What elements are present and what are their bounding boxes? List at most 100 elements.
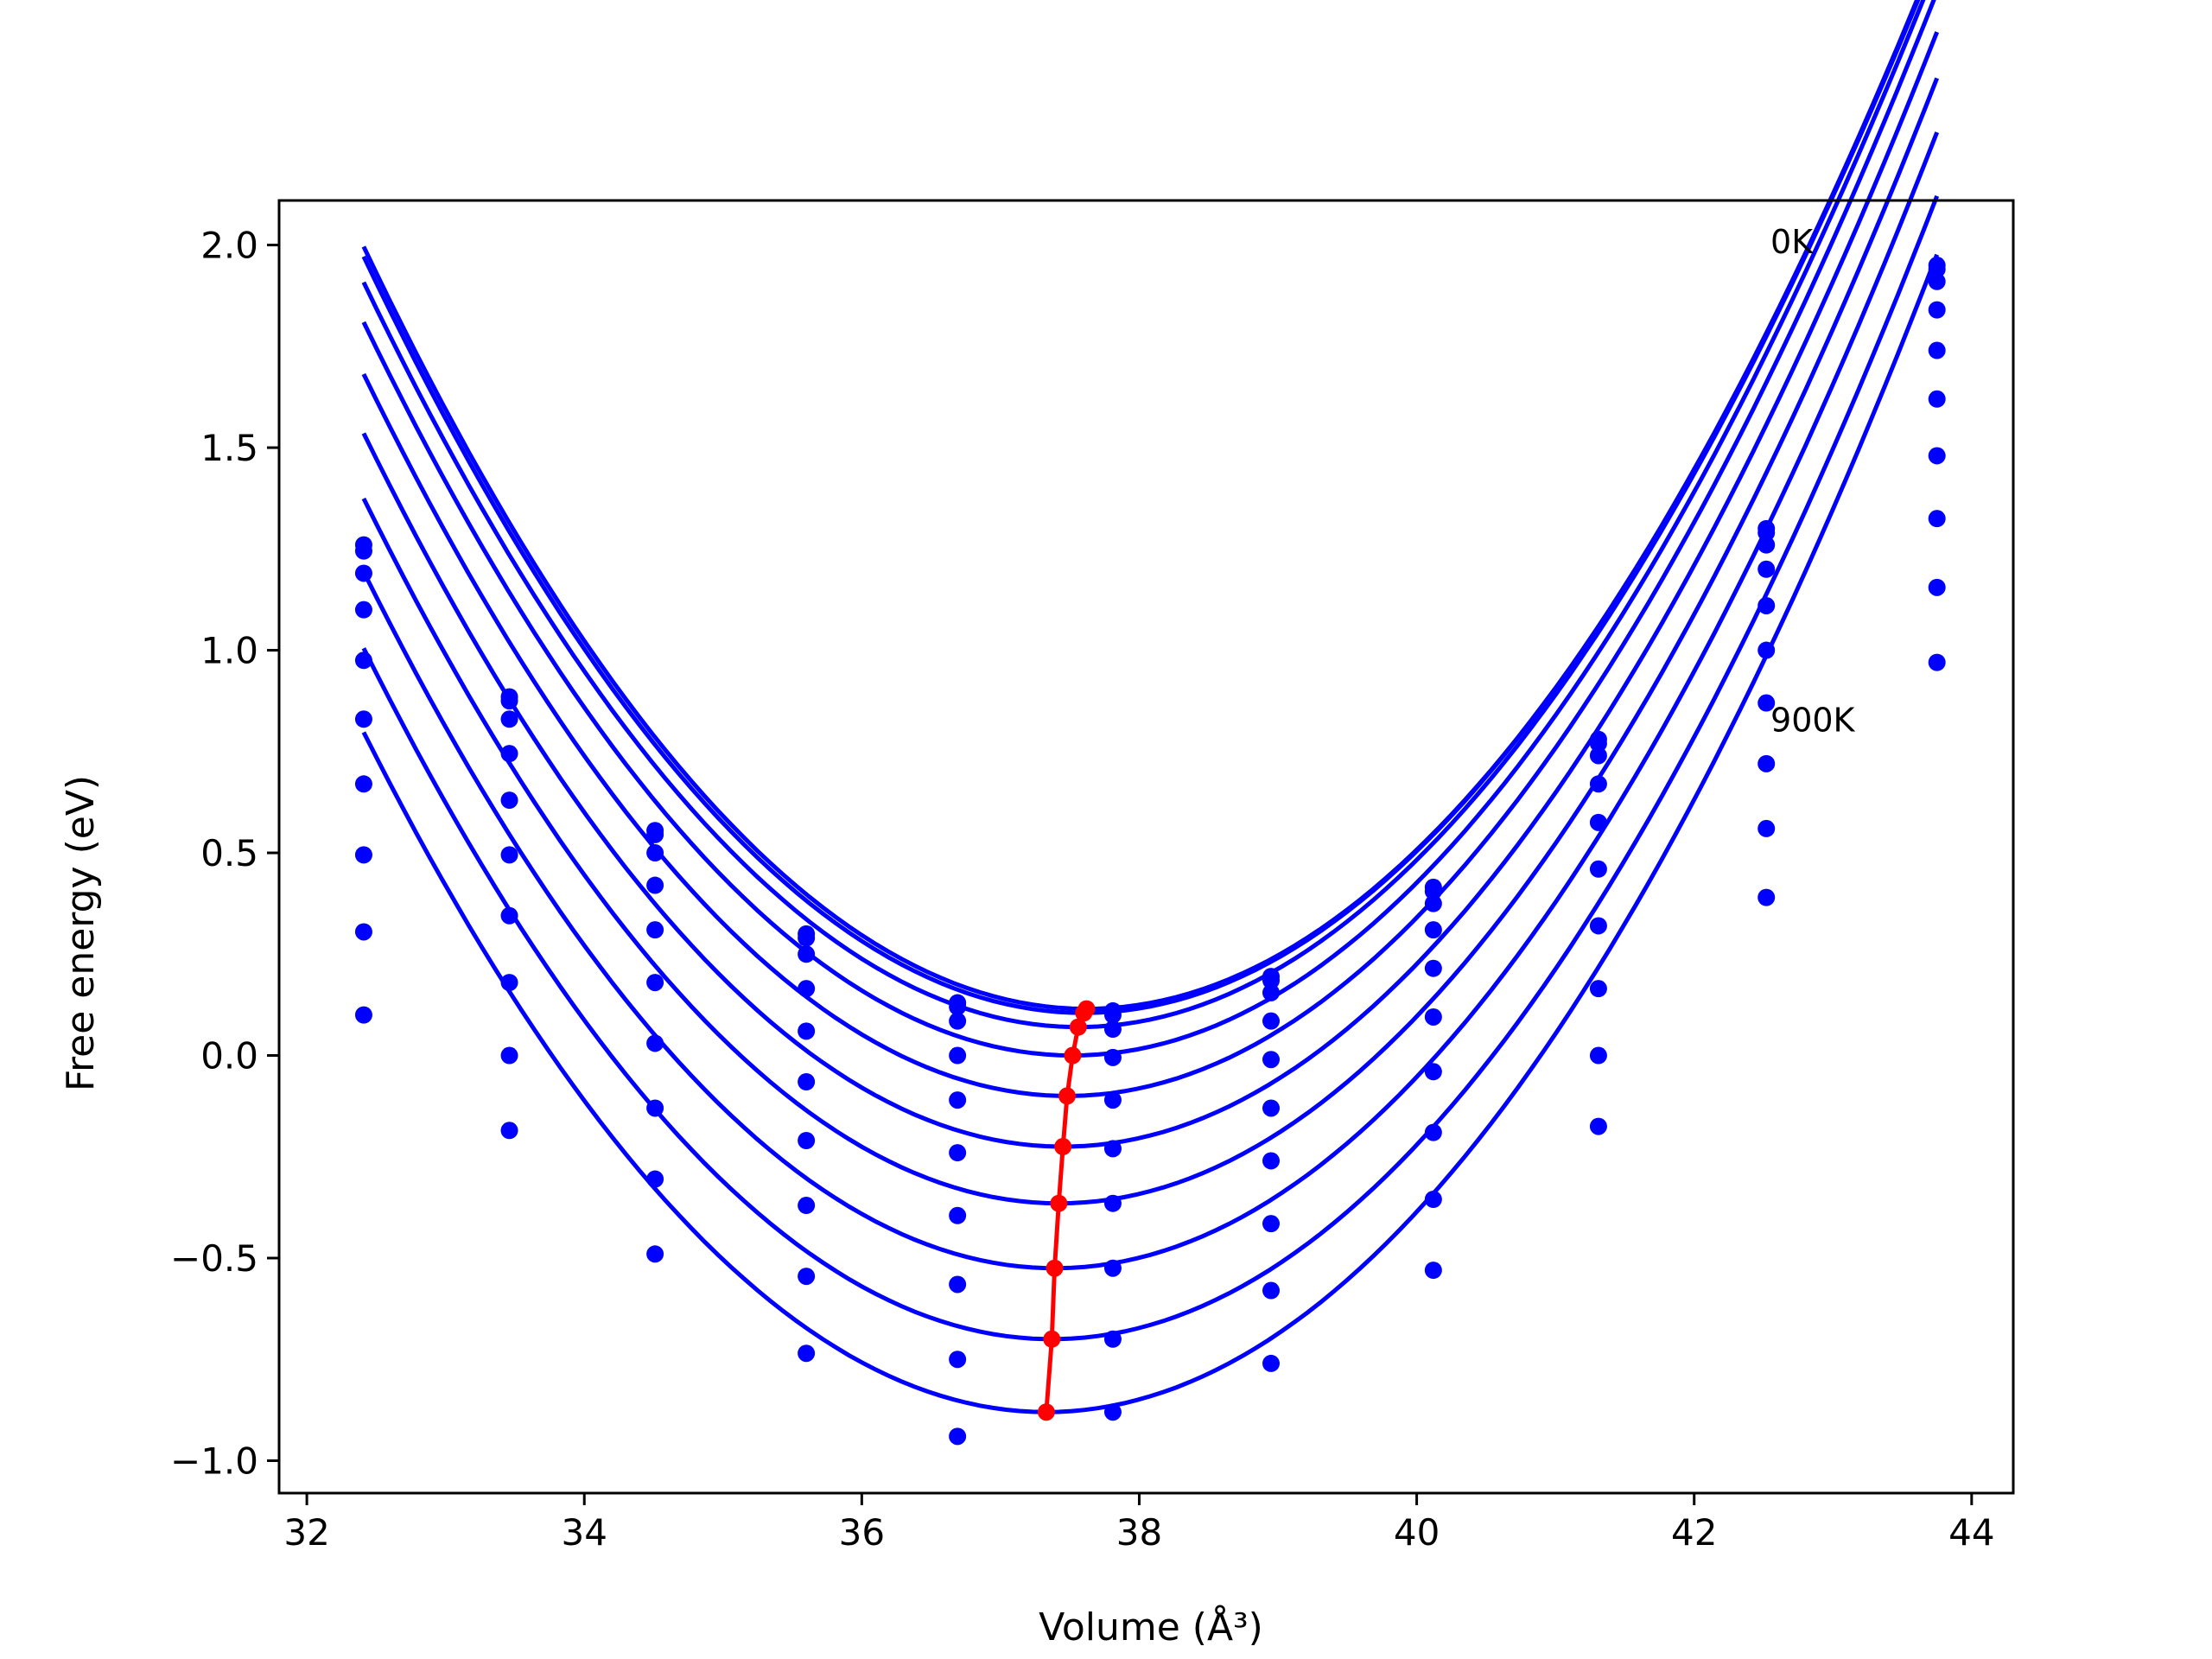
data-point <box>1262 1099 1281 1117</box>
data-point <box>798 1073 816 1090</box>
data-point <box>646 1245 664 1263</box>
data-point <box>1758 819 1776 837</box>
fit-curve <box>361 131 1940 1271</box>
annotation-label: 0K <box>1770 223 1814 261</box>
data-point <box>1928 653 1946 671</box>
minimum-point <box>1046 1259 1064 1277</box>
x-axis: 32 34 36 38 40 42 44 <box>283 1493 1995 1554</box>
data-point <box>646 876 664 894</box>
data-point <box>949 1206 967 1224</box>
x-tick-label: 38 <box>1116 1511 1162 1554</box>
data-point <box>798 1344 816 1363</box>
y-tick-label: 1.0 <box>200 630 258 672</box>
data-point <box>646 921 664 939</box>
data-point <box>500 906 518 925</box>
minimum-point <box>1050 1194 1068 1212</box>
data-point <box>1928 447 1946 465</box>
data-point <box>1589 860 1607 878</box>
x-tick-label: 42 <box>1671 1511 1717 1554</box>
data-point <box>1424 894 1442 912</box>
fit-curve <box>361 0 1936 1098</box>
data-point <box>1103 1194 1122 1212</box>
minimum-point <box>1058 1087 1076 1105</box>
data-point <box>949 1427 967 1446</box>
data-point <box>1928 272 1946 290</box>
data-point <box>1103 1330 1122 1348</box>
data-point <box>1262 1152 1281 1170</box>
data-point <box>1758 888 1776 906</box>
data-point <box>1928 341 1946 359</box>
data-point <box>500 791 518 810</box>
data-point <box>1928 390 1946 408</box>
data-point <box>1589 813 1607 831</box>
data-point <box>354 652 372 670</box>
data-point <box>949 1144 967 1162</box>
data-point <box>1103 1020 1122 1039</box>
data-point <box>798 929 816 947</box>
data-point <box>1262 1051 1281 1069</box>
data-point <box>354 1006 372 1024</box>
data-point <box>1758 536 1776 554</box>
data-point <box>1262 971 1281 989</box>
data-point <box>500 846 518 864</box>
minimum-point <box>1054 1138 1072 1156</box>
y-tick-label: −0.5 <box>170 1237 258 1280</box>
data-point <box>1928 578 1946 596</box>
data-point <box>798 1132 816 1149</box>
data-point <box>949 1012 967 1030</box>
data-point <box>1758 596 1776 614</box>
y-tick-label: 1.5 <box>200 427 258 469</box>
data-point <box>1928 301 1946 319</box>
data-point <box>500 1122 518 1140</box>
data-point <box>798 1022 816 1040</box>
data-point <box>1928 510 1946 528</box>
y-tick-label: 0.0 <box>200 1035 258 1077</box>
fit-curve <box>361 0 1921 1012</box>
fit-curve <box>361 194 1940 1342</box>
x-tick-label: 34 <box>562 1511 607 1554</box>
x-tick-label: 36 <box>839 1511 885 1554</box>
data-point <box>1589 1117 1607 1135</box>
y-tick-label: −1.0 <box>170 1440 258 1482</box>
annotations: 0K 900K <box>1770 223 1856 739</box>
data-point <box>500 1046 518 1065</box>
data-point <box>1424 882 1442 900</box>
y-tick-label: 0.5 <box>200 832 258 874</box>
x-axis-label: Volume (Å³) <box>1039 1604 1263 1649</box>
data-point <box>354 542 372 560</box>
minimum-point <box>1037 1403 1055 1421</box>
data-point <box>1758 560 1776 578</box>
data-point <box>798 980 816 998</box>
data-point <box>354 923 372 941</box>
data-point <box>1589 734 1607 753</box>
data-point <box>500 692 518 710</box>
data-point <box>1589 747 1607 765</box>
data-point <box>1424 959 1442 977</box>
fit-curve <box>361 253 1940 1414</box>
minimum-point <box>1064 1046 1082 1065</box>
data-point <box>1424 1007 1442 1026</box>
data-point <box>646 825 664 843</box>
plot-frame <box>277 199 2015 1495</box>
data-point <box>798 1197 816 1215</box>
data-point <box>354 775 372 793</box>
fit-curve <box>361 31 1940 1149</box>
data-point <box>354 601 372 619</box>
data-point <box>1262 1012 1281 1030</box>
data-point <box>1758 524 1776 542</box>
x-tick-label: 32 <box>283 1511 329 1554</box>
y-axis: −1.0 −0.5 0.0 0.5 1.0 1.5 2.0 <box>170 225 279 1482</box>
data-point <box>949 1351 967 1369</box>
data-point <box>354 564 372 582</box>
data-point <box>1589 775 1607 793</box>
x-tick-label: 44 <box>1948 1511 1994 1554</box>
data-point <box>1928 260 1946 278</box>
data-point <box>1758 694 1776 712</box>
data-point <box>1424 1191 1442 1208</box>
data-point <box>1103 1403 1122 1421</box>
y-axis-label: Free energy (eV) <box>59 775 103 1091</box>
data-point <box>1103 1048 1122 1066</box>
data-point <box>949 998 967 1016</box>
data-point <box>1424 1123 1442 1141</box>
